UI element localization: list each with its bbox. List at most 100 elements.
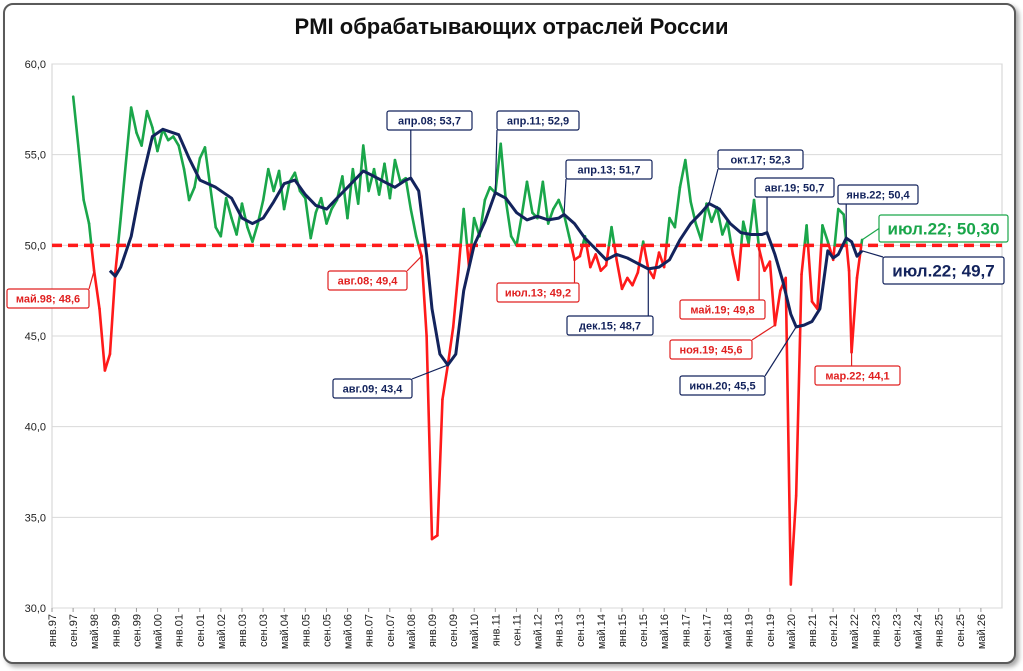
y-tick-label: 60,0 xyxy=(25,59,46,71)
pmi-segment xyxy=(436,398,444,537)
pmi-segment xyxy=(203,146,212,189)
annotation-label: янв.22; 50,4 xyxy=(846,189,910,201)
x-tick-label: сен.21 xyxy=(828,614,840,647)
pmi-segment xyxy=(383,162,392,200)
x-tick-label: сен.03 xyxy=(258,614,270,647)
pmi-segment xyxy=(562,213,571,238)
x-tick-label: май.10 xyxy=(469,614,481,649)
pmi-segment xyxy=(710,205,719,224)
pmi-segment xyxy=(636,244,644,274)
x-tick-label: май.14 xyxy=(596,614,608,649)
annotation-box xyxy=(679,299,766,320)
x-tick-label: янв.13 xyxy=(554,614,566,647)
pmi-segment xyxy=(665,216,671,247)
pmi-segment xyxy=(536,180,545,220)
x-tick-label: сен.99 xyxy=(131,614,143,647)
x-tick-label: май.20 xyxy=(786,614,798,649)
pmi-segment xyxy=(171,135,180,147)
x-tick-label: май.22 xyxy=(849,614,861,649)
annotation-leader xyxy=(88,270,95,290)
pmi-segment xyxy=(266,167,275,193)
pmi-segment xyxy=(367,167,376,193)
annotation-leader xyxy=(411,364,449,380)
x-tick-label: май.18 xyxy=(723,614,735,649)
x-tick-label: янв.09 xyxy=(427,614,439,647)
x-tick-label: янв.15 xyxy=(617,614,629,647)
x-tick-label: сен.13 xyxy=(575,614,587,647)
x-tick-label: сен.17 xyxy=(701,614,713,647)
pmi-segment xyxy=(330,198,339,211)
x-tick-label: май.08 xyxy=(406,614,418,649)
pmi-segment xyxy=(752,198,761,247)
pmi-segment xyxy=(151,126,159,153)
pmi-segment xyxy=(816,244,823,311)
annotation-label: авг.09; 43,4 xyxy=(343,383,404,395)
annotation-label: ноя.19; 45,6 xyxy=(679,344,742,356)
pmi-segment xyxy=(715,205,724,236)
annotation-box xyxy=(837,184,919,205)
x-tick-label: янв.23 xyxy=(870,614,882,647)
x-tick-label: янв.05 xyxy=(300,614,312,647)
pmi-segment xyxy=(140,109,149,147)
pmi-segment xyxy=(684,158,693,204)
x-tick-label: янв.21 xyxy=(807,614,819,647)
annotation-leader xyxy=(861,250,884,258)
pmi-segment xyxy=(219,196,228,238)
y-tick-label: 50,0 xyxy=(25,240,46,252)
pmi-segment xyxy=(71,95,80,147)
pmi-segment xyxy=(850,276,859,354)
pmi-segment xyxy=(673,186,682,229)
pmi-segment xyxy=(794,273,803,497)
pmi-segment xyxy=(642,244,650,271)
pmi-segment xyxy=(451,271,460,329)
pmi-segment xyxy=(456,244,462,274)
pmi-segment xyxy=(417,244,423,258)
pmi-segment xyxy=(272,169,281,193)
annotation-label: мар.22; 44,1 xyxy=(825,370,889,382)
pmi-segment xyxy=(585,244,592,269)
pmi-segment xyxy=(805,224,810,247)
pmi-segment xyxy=(361,144,370,193)
pmi-segment xyxy=(620,276,629,291)
pmi-segment xyxy=(108,271,117,356)
pmi-segment xyxy=(341,175,349,220)
pmi-segment xyxy=(87,222,93,247)
pmi-segment xyxy=(114,244,120,274)
pmi-segment xyxy=(784,276,793,586)
pmi-segment xyxy=(156,127,165,153)
pmi-segment xyxy=(235,202,244,236)
x-tick-label: май.24 xyxy=(913,614,925,649)
x-tick-label: май.12 xyxy=(533,614,545,649)
pmi-segment xyxy=(589,253,598,269)
pmi-segment xyxy=(757,247,766,273)
pmi-segment xyxy=(747,198,756,245)
pmi-segment xyxy=(736,244,743,282)
pmi-segment xyxy=(604,244,611,267)
pmi-segment xyxy=(409,207,418,238)
annotation-box xyxy=(878,214,1009,243)
pmi-segment xyxy=(209,186,218,229)
pmi-segment xyxy=(821,224,830,244)
x-tick-label: янв.01 xyxy=(174,614,186,647)
annotation-box xyxy=(496,110,580,131)
pmi-segment xyxy=(578,244,584,258)
pmi-segment xyxy=(90,244,96,273)
pmi-segment xyxy=(847,269,853,354)
pmi-segment xyxy=(504,198,513,238)
pmi-segment xyxy=(652,251,661,280)
annotation-box xyxy=(6,288,90,309)
x-tick-label: янв.99 xyxy=(110,614,122,647)
annotation-leader xyxy=(861,228,880,241)
pmi-segment xyxy=(768,260,777,327)
annotation-leader xyxy=(764,326,797,377)
pmi-segment xyxy=(462,207,469,247)
pmi-segment xyxy=(541,180,550,225)
annotation-label: авг.19; 50,7 xyxy=(765,182,825,194)
pmi-segment xyxy=(177,144,186,171)
pmi-segment xyxy=(116,216,123,247)
pmi-segment xyxy=(119,162,128,220)
pmi-segment xyxy=(800,244,806,276)
pmi-segment xyxy=(678,158,687,189)
x-tick-label: янв.11 xyxy=(490,614,502,646)
